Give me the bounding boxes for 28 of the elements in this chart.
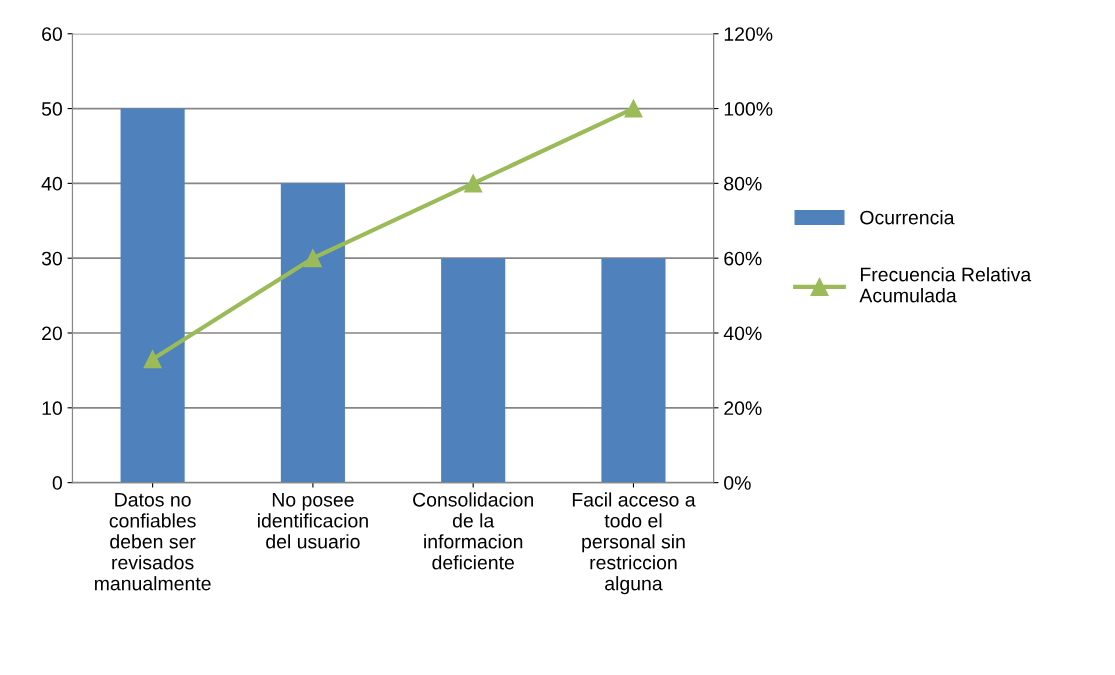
x-tick-label: Datos no confiables deben ser revisados manualmente bbox=[95, 493, 211, 591]
x-tick-label: No posee identificacion del usuario bbox=[257, 493, 368, 549]
x-tick-label: Facil acceso a todo el personal sin restriccion alguna bbox=[572, 492, 696, 595]
y2-tick-label: 120% bbox=[724, 27, 773, 41]
y-tick-label: 40 bbox=[41, 176, 62, 191]
bar bbox=[441, 258, 506, 483]
point bbox=[624, 99, 643, 118]
bar bbox=[601, 258, 666, 483]
y-tick-label: 30 bbox=[41, 251, 62, 266]
y-tick-label: 20 bbox=[42, 326, 62, 341]
y-tick-label: 10 bbox=[42, 401, 62, 416]
y-tick-label: 60 bbox=[42, 27, 62, 41]
point bbox=[303, 249, 322, 268]
y2-tick-label: 80% bbox=[724, 176, 762, 191]
point bbox=[464, 174, 483, 193]
y-tick-label: 50 bbox=[41, 102, 62, 116]
y2-tick-label: 100% bbox=[724, 102, 773, 116]
y2-tick-label: 0% bbox=[724, 476, 751, 490]
y-tick-label: 0 bbox=[52, 476, 62, 490]
x-tick-label: Consolidacion de la informacion deficiente bbox=[413, 492, 533, 570]
legend-label: Ocurrencia bbox=[860, 210, 955, 225]
point bbox=[143, 350, 162, 369]
y2-tick-label: 20% bbox=[724, 401, 762, 416]
bar bbox=[280, 183, 345, 483]
y2-tick-label: 60% bbox=[724, 251, 762, 266]
legend-label: Frecuencia Relativa Acumulada bbox=[859, 267, 1032, 303]
bar bbox=[120, 108, 185, 483]
y2-tick-label: 40% bbox=[723, 326, 762, 341]
